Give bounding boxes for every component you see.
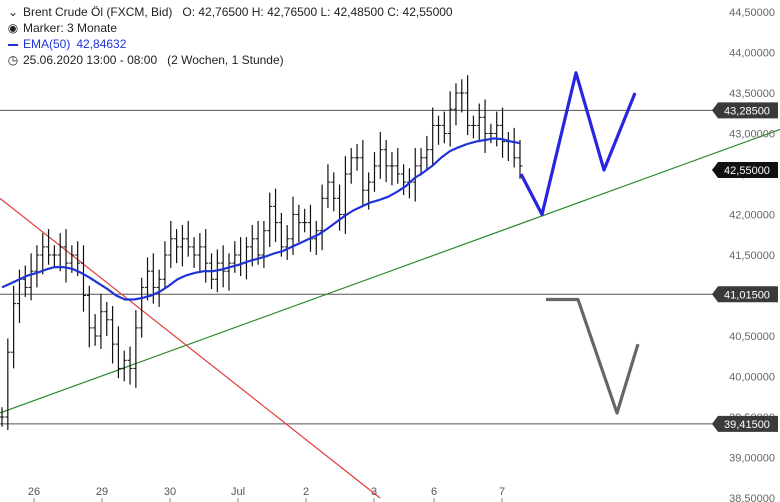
date-range: 25.06.2020 13:00 - 08:00 xyxy=(23,53,158,67)
legend-ema-row: EMA(50) 42,84632 xyxy=(6,36,453,52)
bearish-scenario-path xyxy=(546,297,640,415)
y-tick-label: 41,50000 xyxy=(729,250,775,262)
legend-marker-row: ◉ Marker: 3 Monate xyxy=(6,20,453,36)
target-icon: ◉ xyxy=(7,21,19,35)
ohlc-values: O: 42,76500 H: 42,76500 L: 42,48500 C: 4… xyxy=(182,5,453,19)
level-tag-0-label: 43,28500 xyxy=(724,105,770,117)
uptrend-line xyxy=(0,128,780,414)
ema-label: EMA(50) xyxy=(23,37,71,51)
range-note: (2 Wochen, 1 Stunde) xyxy=(167,53,284,67)
level-tag-2-label: 39,41500 xyxy=(724,419,770,431)
y-tick-label: 43,00000 xyxy=(729,129,775,141)
x-tick-label: 6 xyxy=(431,486,437,498)
y-tick-label: 44,00000 xyxy=(729,48,775,60)
ema-swatch-icon xyxy=(6,36,20,52)
chevron-down-icon[interactable]: ⌄ xyxy=(7,5,19,19)
x-tick-label: Jul xyxy=(231,486,245,498)
y-tick-label: 40,00000 xyxy=(729,372,775,384)
horizontal-levels xyxy=(0,109,720,425)
legend-range-row: ◷ 25.06.2020 13:00 - 08:00 (2 Wochen, 1 … xyxy=(6,52,453,68)
y-tick-label: 39,00000 xyxy=(729,453,775,465)
x-tick-label: 2 xyxy=(303,486,309,498)
instrument-name: Brent Crude Öl (FXCM, Bid) xyxy=(23,5,173,19)
ema-line xyxy=(1,137,521,301)
chart-legend: ⌄ Brent Crude Öl (FXCM, Bid) O: 42,76500… xyxy=(6,4,453,68)
y-tick-label: 43,50000 xyxy=(729,88,775,100)
bullish-scenario-path xyxy=(519,71,637,217)
level-tag-2-bg xyxy=(712,415,778,432)
y-tick-label: 44,50000 xyxy=(729,7,775,19)
trendlines xyxy=(0,128,780,499)
x-axis: 26 29 30 Jul 2 3 6 7 xyxy=(28,486,505,502)
legend-instrument-row: ⌄ Brent Crude Öl (FXCM, Bid) O: 42,76500… xyxy=(6,4,453,20)
downtrend-line xyxy=(0,197,381,499)
y-tick-label: 40,50000 xyxy=(729,331,775,343)
x-tick-label: 30 xyxy=(164,486,176,498)
x-tick-label: 26 xyxy=(28,486,40,498)
x-tick-label: 3 xyxy=(371,486,377,498)
x-tick-label: 29 xyxy=(96,486,108,498)
price-tags: 43,28500 41,01500 39,41500 42,55000 xyxy=(712,102,778,432)
price-bars xyxy=(0,75,523,430)
ema-line-group xyxy=(1,137,521,301)
y-tick-label: 42,00000 xyxy=(729,210,775,222)
ema-value: 42,84632 xyxy=(76,37,127,51)
scenario-paths xyxy=(519,71,640,415)
y-tick-label: 38,50000 xyxy=(729,493,775,502)
current-price-tag-label: 42,55000 xyxy=(724,165,770,177)
marker-label: Marker: 3 Monate xyxy=(23,21,118,35)
level-tag-1-bg xyxy=(712,286,778,303)
x-tick-label: 7 xyxy=(499,486,505,498)
current-price-tag-bg xyxy=(712,161,778,178)
clock-icon: ◷ xyxy=(7,53,19,67)
level-tag-1-label: 41,01500 xyxy=(724,289,770,301)
level-tag-0-bg xyxy=(712,102,778,119)
